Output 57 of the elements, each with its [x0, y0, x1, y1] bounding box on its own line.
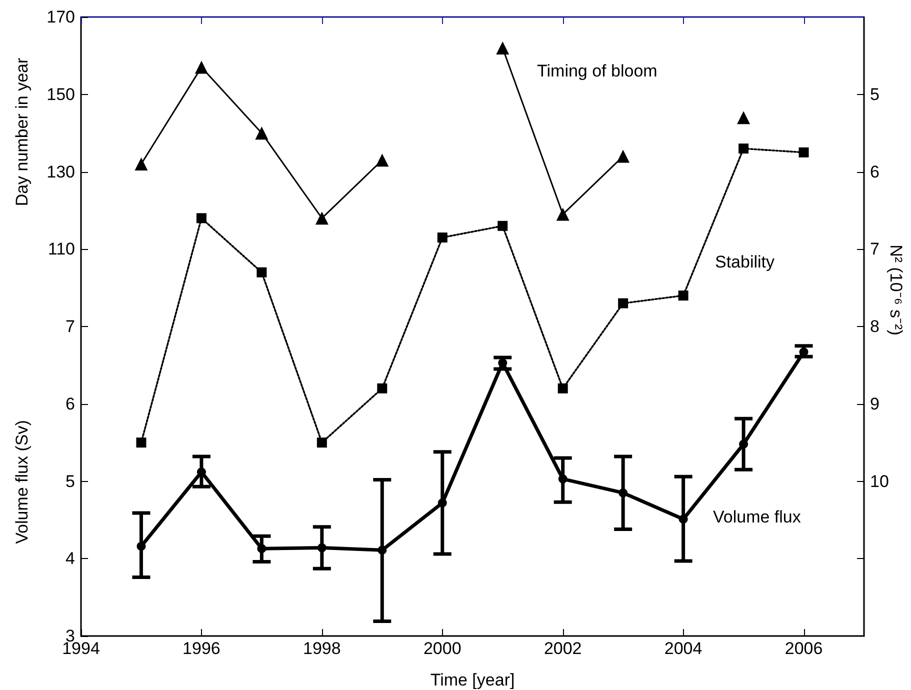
- point: [317, 543, 326, 552]
- point: [438, 498, 447, 508]
- y3-tick-label: 6: [66, 394, 75, 414]
- y-tick-label: 110: [48, 240, 75, 259]
- point: [196, 213, 206, 224]
- point: [739, 440, 748, 449]
- y2-tick-label: 10: [870, 472, 889, 491]
- y3-tick-label: 4: [66, 549, 75, 568]
- point: [378, 546, 387, 555]
- point: [558, 474, 568, 484]
- point: [136, 438, 146, 448]
- point: [618, 488, 628, 498]
- x-tick-label: 2004: [664, 639, 702, 658]
- point: [616, 150, 630, 163]
- y2-tick-label: 6: [870, 162, 880, 182]
- point: [798, 147, 809, 158]
- series-label: Stability: [715, 252, 776, 272]
- x-tick-label: 1998: [303, 639, 341, 658]
- point: [134, 158, 148, 171]
- point: [316, 438, 327, 448]
- y-tick-label: 130: [46, 162, 75, 182]
- y3-axis-title: Volume flux (Sv): [12, 420, 32, 544]
- x-axis-title: Time [year]: [430, 670, 515, 690]
- point: [558, 383, 568, 394]
- y-tick-label: 170: [46, 8, 75, 26]
- point: [256, 267, 267, 278]
- y2-tick-label: 7: [870, 240, 880, 259]
- point: [678, 514, 688, 524]
- point: [498, 220, 508, 231]
- point: [136, 542, 146, 551]
- point: [738, 144, 749, 154]
- y-axis-title: Day number in year: [12, 57, 32, 206]
- y2-tick-label: 9: [870, 394, 880, 414]
- y2-axis-title: N² (10⁻⁶ s⁻²): [886, 244, 906, 336]
- x-tick-label: 2000: [423, 639, 462, 658]
- point: [257, 544, 266, 554]
- point: [737, 111, 750, 124]
- point: [377, 383, 388, 394]
- y2-tick-label: 8: [870, 317, 880, 336]
- point: [194, 60, 208, 74]
- y3-tick-label: 5: [66, 472, 75, 491]
- point: [376, 154, 389, 167]
- x-tick-label: 2006: [784, 639, 823, 658]
- series-label: Volume flux: [713, 508, 802, 526]
- y-tick-label: 150: [46, 84, 75, 104]
- point: [618, 298, 628, 308]
- point: [255, 126, 268, 140]
- point: [315, 212, 328, 225]
- point: [437, 232, 448, 243]
- x-tick-label: 2002: [544, 639, 582, 658]
- series-label: Timing of bloom: [537, 62, 658, 80]
- y3-tick-label: 7: [66, 317, 75, 336]
- point: [678, 290, 688, 301]
- x-tick-label: 1996: [182, 639, 220, 658]
- y2-tick-label: 5: [870, 84, 880, 104]
- point: [556, 208, 570, 221]
- point: [496, 41, 510, 54]
